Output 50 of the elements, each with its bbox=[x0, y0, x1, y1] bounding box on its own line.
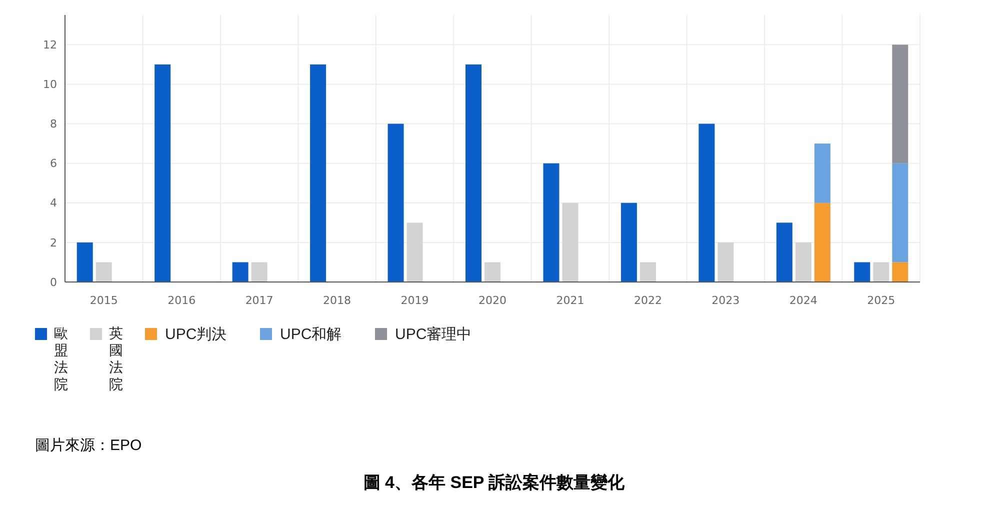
bar bbox=[854, 262, 870, 282]
bar bbox=[466, 64, 482, 282]
bar bbox=[76, 242, 93, 282]
bar bbox=[388, 124, 404, 282]
x-tick-label: 2017 bbox=[245, 294, 274, 307]
x-tick-label: 2022 bbox=[634, 294, 662, 307]
bar bbox=[873, 262, 890, 282]
y-tick-label: 6 bbox=[50, 157, 57, 170]
bar bbox=[776, 222, 792, 282]
bar bbox=[251, 262, 268, 282]
x-tick-label: 2018 bbox=[323, 294, 352, 307]
legend-label: 歐盟法院 bbox=[54, 326, 68, 393]
x-tick-label: 2024 bbox=[789, 294, 818, 307]
x-tick-label: 2016 bbox=[168, 294, 196, 307]
bar bbox=[310, 64, 326, 282]
y-tick-label: 2 bbox=[50, 236, 57, 250]
bar bbox=[814, 202, 830, 282]
bar bbox=[640, 262, 656, 282]
bar bbox=[892, 262, 908, 282]
bar bbox=[892, 163, 908, 262]
bar bbox=[562, 202, 578, 282]
legend-label: UPC審理中 bbox=[395, 326, 472, 343]
y-tick-label: 8 bbox=[50, 118, 57, 131]
text: 圖 4、各年 SEP 訴訟案件數量變化 bbox=[363, 472, 626, 492]
x-tick-label: 2020 bbox=[478, 294, 506, 307]
y-tick-label: 0 bbox=[50, 276, 57, 289]
x-tick-label: 2019 bbox=[400, 294, 429, 307]
x-tick-label: 2025 bbox=[867, 294, 896, 307]
bar bbox=[698, 124, 715, 282]
legend-label: UPC和解 bbox=[280, 326, 342, 343]
bar bbox=[795, 242, 812, 282]
legend-label: UPC判決 bbox=[165, 326, 227, 343]
legend-label: 英國法院 bbox=[109, 326, 123, 393]
x-tick-label: 2023 bbox=[712, 294, 740, 307]
bar bbox=[96, 262, 112, 282]
y-tick-label: 4 bbox=[50, 196, 57, 210]
bar bbox=[814, 144, 830, 203]
x-tick-label: 2015 bbox=[90, 294, 118, 307]
bar bbox=[232, 262, 248, 282]
bar bbox=[484, 262, 500, 282]
y-tick-label: 10 bbox=[43, 78, 57, 92]
bar bbox=[718, 242, 734, 282]
text: 圖片來源：EPO bbox=[35, 437, 142, 454]
bar bbox=[543, 163, 560, 282]
bar bbox=[154, 64, 171, 282]
bar bbox=[892, 44, 908, 164]
x-tick-label: 2021 bbox=[556, 294, 584, 307]
bar bbox=[406, 222, 423, 282]
y-tick-label: 12 bbox=[43, 38, 57, 52]
bar bbox=[620, 202, 637, 282]
